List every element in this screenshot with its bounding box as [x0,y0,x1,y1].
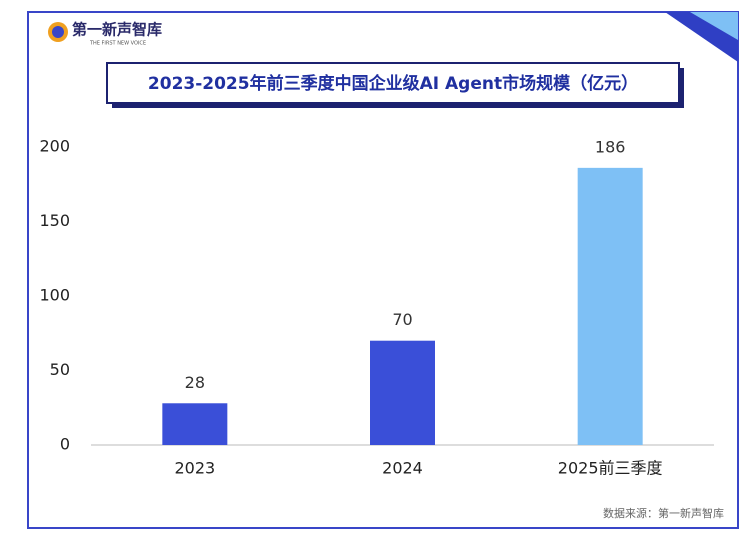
logo-tagline: THE FIRST NEW VOICE [89,41,146,47]
y-tick-label: 200 [39,137,70,156]
y-tick-label: 150 [39,211,70,230]
value-label: 28 [185,373,205,392]
bar [577,167,643,446]
title-box [106,62,680,104]
bar [162,403,228,445]
x-tick-label: 2023 [174,459,215,478]
bar [370,340,435,445]
y-tick-label: 50 [50,360,70,379]
source: 数据来源：第一新声智库 [603,506,724,520]
logo-name: 第一新声智库 [72,21,162,39]
chart-title: 2023-2025年前三季度中国企业级AI Agent市场规模（亿元） [148,73,638,94]
corner-decoration [690,12,738,40]
value-label: 186 [595,137,626,156]
logo-icon [52,26,64,38]
x-tick-label: 2024 [382,459,423,478]
value-label: 70 [392,310,412,329]
x-tick-label: 2025前三季度 [558,459,663,478]
y-tick-label: 100 [39,286,70,305]
logo: 第一新声智库 THE FIRST NEW VOICE [48,21,162,47]
y-tick-label: 0 [60,435,70,454]
